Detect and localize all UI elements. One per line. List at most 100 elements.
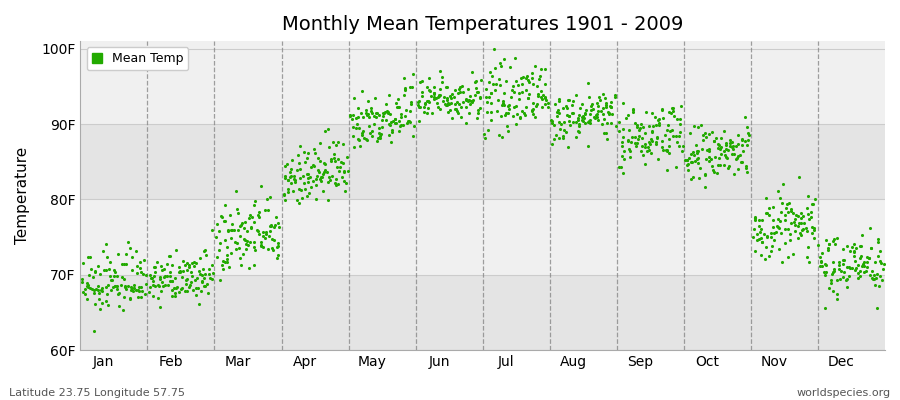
Point [205, 227, 220, 234]
Point [778, 205, 793, 212]
Point [180, 260, 194, 266]
Point [158, 274, 172, 280]
Point [499, 78, 513, 84]
Point [243, 225, 257, 231]
Point [129, 248, 143, 255]
Point [165, 287, 179, 294]
Point [224, 250, 238, 256]
Point [182, 264, 196, 270]
Point [142, 289, 157, 296]
Point [492, 60, 507, 66]
Point [662, 150, 676, 156]
Point [394, 122, 409, 129]
Point [805, 224, 819, 230]
Point [351, 137, 365, 143]
Point [835, 257, 850, 264]
Point [832, 266, 846, 272]
Point [496, 100, 510, 106]
Point [91, 287, 105, 293]
Point [185, 286, 200, 293]
Point [133, 265, 148, 271]
Point [741, 137, 755, 143]
Point [794, 214, 808, 221]
Point [148, 264, 162, 270]
Point [113, 282, 128, 288]
Point [713, 146, 727, 152]
Point [702, 148, 716, 154]
Point [268, 222, 283, 228]
Point [367, 94, 382, 101]
Point [683, 175, 698, 182]
Point [356, 114, 370, 120]
Point [156, 283, 170, 290]
Point [569, 91, 583, 98]
Point [804, 208, 818, 215]
Point [169, 284, 184, 291]
Point [470, 89, 484, 95]
Point [632, 127, 646, 134]
Point [662, 143, 677, 149]
Point [774, 209, 788, 216]
Point [232, 255, 247, 262]
Point [625, 134, 639, 140]
Point [521, 95, 535, 101]
Point [333, 164, 347, 170]
Point [293, 143, 308, 149]
Point [802, 259, 816, 266]
Point [554, 121, 569, 127]
Point [513, 113, 527, 120]
Point [86, 274, 101, 280]
Point [603, 102, 617, 109]
Point [101, 302, 115, 308]
Point [367, 120, 382, 127]
Point [520, 77, 535, 84]
Point [87, 328, 102, 334]
Point [201, 290, 215, 296]
Point [578, 110, 592, 116]
Point [630, 140, 644, 146]
Point [106, 284, 121, 290]
Point [649, 141, 663, 147]
Point [580, 142, 595, 149]
Point [272, 224, 286, 230]
Point [85, 266, 99, 272]
Point [437, 101, 452, 107]
Point [176, 268, 191, 274]
Point [583, 103, 598, 110]
Point [776, 181, 790, 188]
Point [346, 124, 360, 130]
Point [448, 106, 463, 112]
Point [560, 111, 574, 118]
Point [866, 276, 880, 282]
Point [328, 157, 343, 164]
Point [238, 219, 252, 225]
Point [389, 120, 403, 126]
Point [300, 170, 314, 177]
Point [212, 240, 227, 246]
Point [328, 150, 342, 157]
Point [364, 108, 378, 115]
Point [766, 204, 780, 210]
Point [320, 197, 335, 203]
Point [681, 161, 696, 168]
Point [571, 115, 585, 121]
Point [355, 132, 369, 138]
Point [525, 70, 539, 76]
Point [320, 169, 334, 175]
Point [822, 241, 836, 247]
Point [312, 158, 327, 164]
Point [780, 201, 795, 207]
Point [662, 109, 677, 116]
Point [842, 264, 856, 270]
Point [162, 278, 176, 284]
Point [497, 102, 511, 108]
Point [351, 136, 365, 143]
Point [372, 112, 386, 118]
Point [870, 253, 885, 259]
Point [752, 236, 767, 242]
Point [660, 127, 674, 134]
Point [218, 237, 232, 243]
Point [621, 137, 635, 144]
Point [826, 268, 841, 275]
Point [213, 276, 228, 283]
